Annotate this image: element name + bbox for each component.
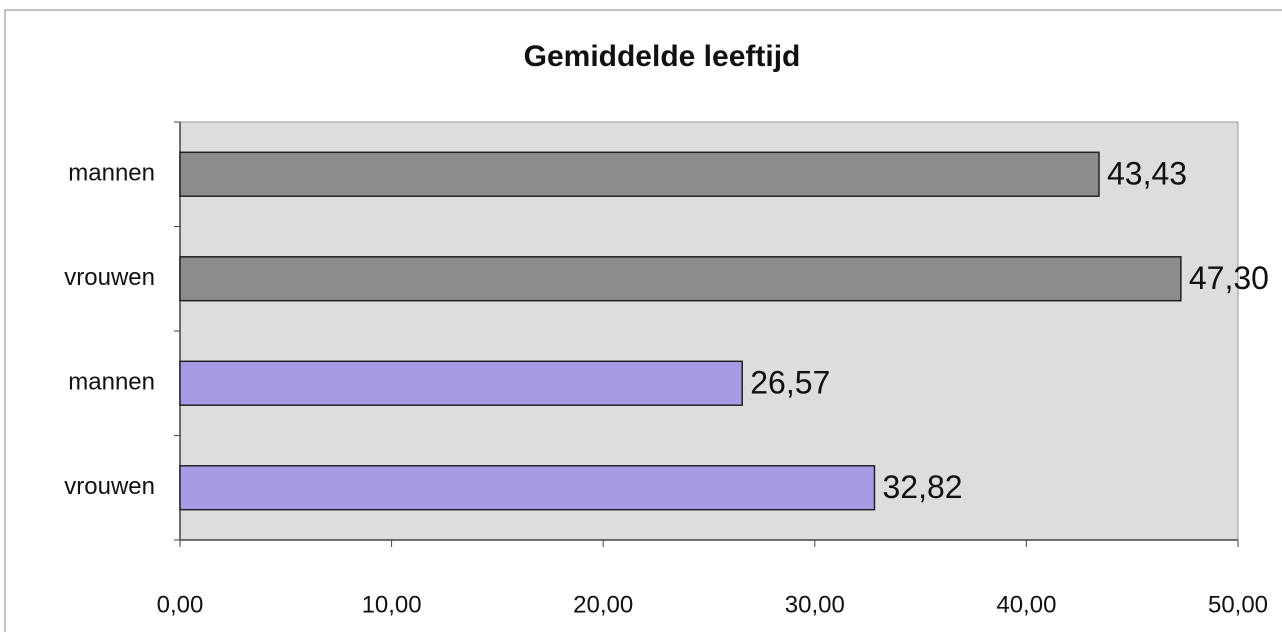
value-label: 26,57 xyxy=(750,365,830,401)
bar xyxy=(179,256,1182,302)
y-tick-label: mannen xyxy=(68,160,155,187)
x-tick-label: 30,00 xyxy=(785,591,845,618)
chart-title: Gemiddelde leeftijd xyxy=(524,40,801,73)
x-tick-label: 40,00 xyxy=(996,591,1056,618)
x-tick-label: 10,00 xyxy=(362,591,422,618)
y-tick-label: vrouwen xyxy=(64,264,155,291)
value-label: 32,82 xyxy=(882,469,962,505)
value-label: 47,30 xyxy=(1189,260,1269,296)
bar xyxy=(179,360,743,406)
x-tick-label: 20,00 xyxy=(573,591,633,618)
bar xyxy=(179,465,876,511)
x-tick-label: 50,00 xyxy=(1208,591,1268,618)
y-tick-label: vrouwen xyxy=(64,473,155,500)
y-tick-label: mannen xyxy=(68,369,155,396)
x-tick-label: 0,00 xyxy=(157,591,204,618)
value-label: 43,43 xyxy=(1107,156,1187,192)
bar xyxy=(179,151,1100,197)
